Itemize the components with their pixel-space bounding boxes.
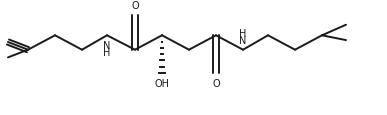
Text: N: N <box>103 41 111 50</box>
Text: O: O <box>131 1 139 11</box>
Text: H: H <box>239 29 247 39</box>
Text: O: O <box>212 78 220 88</box>
Text: H: H <box>103 47 111 57</box>
Text: OH: OH <box>154 78 170 88</box>
Text: N: N <box>239 36 247 46</box>
